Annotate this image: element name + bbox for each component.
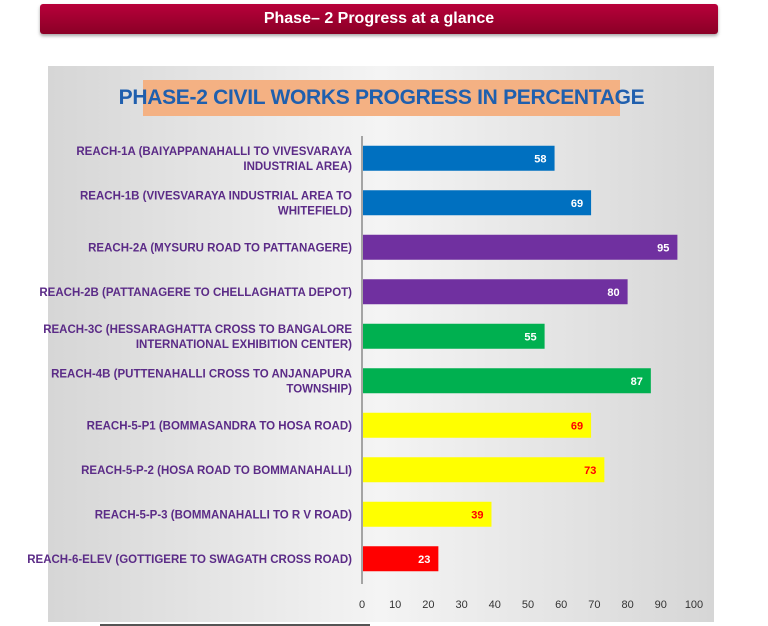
value-label-8: 73 bbox=[584, 465, 596, 477]
category-label-10: REACH-6-ELEV (GOTTIGERE TO SWAGATH CROSS… bbox=[27, 554, 352, 566]
category-label-7: REACH-5-P1 (BOMMASANDRA TO HOSA ROAD) bbox=[87, 420, 353, 432]
header-title: Phase– 2 Progress at a glance bbox=[263, 10, 495, 27]
value-label-1: 58 bbox=[534, 153, 546, 165]
category-label-1: REACH-1A (BAIYAPPANAHALLI TO VIVESVARAYA… bbox=[76, 146, 352, 173]
bar-6 bbox=[363, 368, 651, 394]
category-label-4: REACH-2B (PATTANAGERE TO CHELLAGHATTA DE… bbox=[39, 287, 352, 299]
bar-2 bbox=[363, 190, 592, 216]
value-label-7: 69 bbox=[571, 420, 583, 432]
bar-8 bbox=[363, 457, 605, 483]
value-label-6: 87 bbox=[631, 376, 643, 388]
category-label-8: REACH-5-P-2 (HOSA ROAD TO BOMMANAHALLI) bbox=[81, 465, 352, 477]
category-label-5: REACH-3C (HESSARAGHATTA CROSS TO BANGALO… bbox=[43, 324, 352, 351]
x-tick-label-90: 90 bbox=[655, 599, 667, 611]
category-label-2: REACH-1B (VIVESVARAYA INDUSTRIAL AREA TO… bbox=[80, 190, 352, 217]
value-label-4: 80 bbox=[607, 287, 619, 299]
value-label-9: 39 bbox=[471, 509, 483, 521]
bar-1 bbox=[363, 145, 555, 171]
category-label-9: REACH-5-P-3 (BOMMANAHALLI TO R V ROAD) bbox=[95, 509, 352, 521]
x-tick-label-30: 30 bbox=[455, 599, 467, 611]
x-tick-label-50: 50 bbox=[522, 599, 534, 611]
header-bar: Phase– 2 Progress at a glance bbox=[40, 4, 718, 34]
value-label-2: 69 bbox=[571, 198, 583, 210]
bar-7 bbox=[363, 412, 592, 438]
bar-4 bbox=[363, 279, 628, 305]
value-label-5: 55 bbox=[524, 331, 536, 343]
x-tick-label-10: 10 bbox=[389, 599, 401, 611]
x-tick-label-40: 40 bbox=[489, 599, 501, 611]
chart-title: PHASE-2 CIVIL WORKS PROGRESS IN PERCENTA… bbox=[119, 80, 645, 116]
x-tick-label-80: 80 bbox=[621, 599, 633, 611]
bar-10 bbox=[363, 546, 439, 572]
bar-9 bbox=[363, 501, 492, 527]
x-tick-label-70: 70 bbox=[588, 599, 600, 611]
category-label-3: REACH-2A (MYSURU ROAD TO PATTANAGERE) bbox=[88, 242, 352, 254]
bar-5 bbox=[363, 323, 545, 349]
category-label-6: REACH-4B (PUTTENAHALLI CROSS TO ANJANAPU… bbox=[51, 368, 352, 395]
value-label-10: 23 bbox=[418, 554, 430, 566]
bar-3 bbox=[363, 234, 678, 260]
x-tick-label-20: 20 bbox=[422, 599, 434, 611]
x-tick-label-60: 60 bbox=[555, 599, 567, 611]
bottom-divider bbox=[100, 624, 370, 626]
value-label-3: 95 bbox=[657, 242, 669, 254]
x-tick-label-0: 0 bbox=[359, 599, 365, 611]
x-tick-label-100: 100 bbox=[685, 599, 703, 611]
